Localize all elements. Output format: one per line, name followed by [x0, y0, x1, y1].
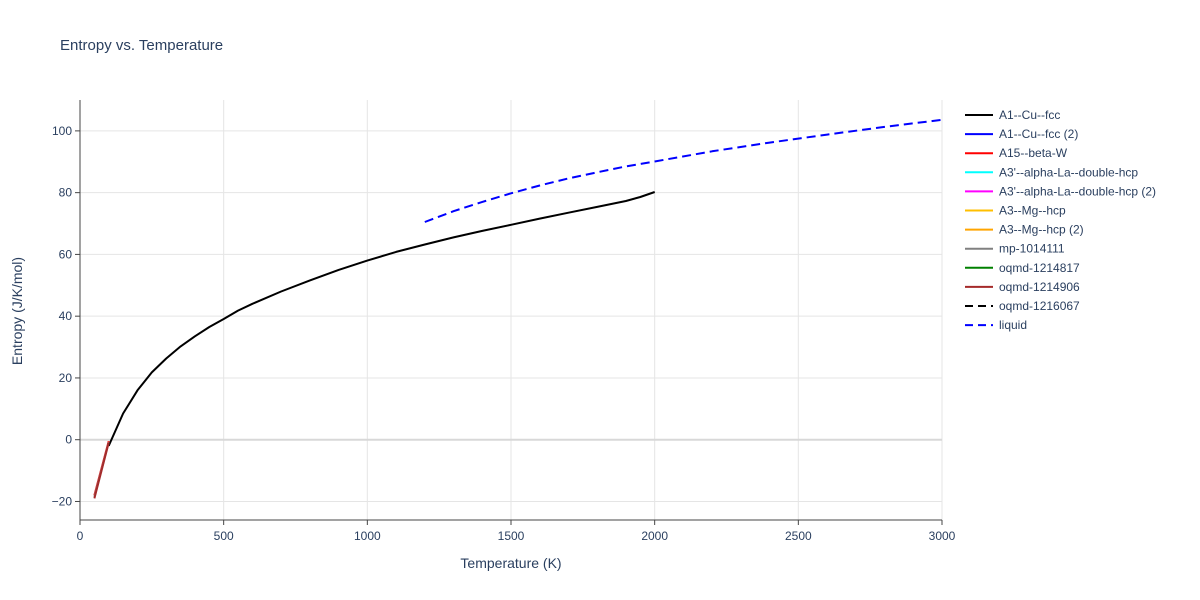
y-axis-title: Entropy (J/K/mol)	[9, 257, 25, 365]
legend-label: A3'--alpha-La--double-hcp (2)	[999, 184, 1156, 198]
y-tick-label: 100	[52, 124, 72, 138]
x-tick-label: 2000	[641, 529, 668, 543]
y-tick-label: 60	[59, 247, 73, 261]
legend-label: liquid	[999, 318, 1027, 332]
legend-label: A15--beta-W	[999, 146, 1068, 160]
legend-label: A1--Cu--fcc (2)	[999, 127, 1078, 141]
x-tick-label: 0	[77, 529, 84, 543]
y-tick-label: −20	[52, 494, 73, 508]
y-tick-label: 40	[59, 309, 73, 323]
legend-label: A3--Mg--hcp	[999, 204, 1066, 218]
series-line-11	[424, 118, 943, 223]
y-tick-label: 20	[59, 371, 73, 385]
series-line-0	[107, 191, 656, 447]
legend-label: mp-1014111	[999, 242, 1065, 256]
x-tick-label: 1500	[498, 529, 525, 543]
chart-title: Entropy vs. Temperature	[60, 37, 223, 54]
legend-label: A3'--alpha-La--double-hcp	[999, 165, 1138, 179]
x-tick-label: 500	[214, 529, 234, 543]
series	[93, 118, 943, 499]
grid	[80, 100, 943, 520]
legend: A1--Cu--fcc A1--Cu--fcc (2) A15--beta-W A3'…	[965, 108, 1156, 332]
legend-label: A1--Cu--fcc	[999, 108, 1060, 122]
y-tick-label: 0	[65, 433, 72, 447]
x-tick-label: 3000	[929, 529, 956, 543]
legend-label: A3--Mg--hcp (2)	[999, 223, 1084, 237]
x-axis-title: Temperature (K)	[460, 555, 561, 571]
legend-label: oqmd-1214906	[999, 280, 1080, 294]
series-line-9	[93, 442, 110, 499]
axes: 0 500 1000 1500 2000 2500 3000 −20 0 20 40 60 80 100	[52, 100, 956, 543]
legend-label: oqmd-1216067	[999, 299, 1080, 313]
y-tick-label: 80	[59, 186, 73, 200]
x-tick-label: 2500	[785, 529, 812, 543]
legend-label: oqmd-1214817	[999, 261, 1080, 275]
x-tick-label: 1000	[354, 529, 381, 543]
